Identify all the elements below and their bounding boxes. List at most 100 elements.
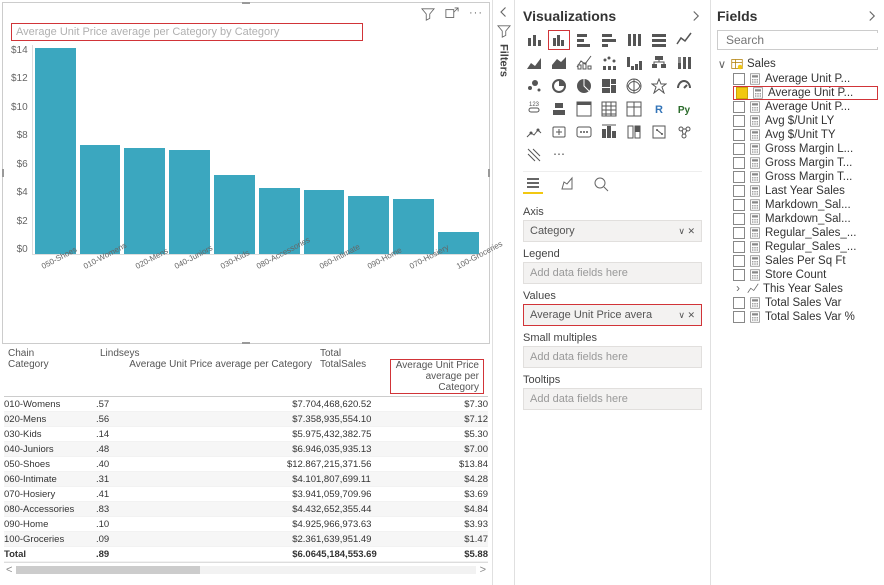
viz-type-4[interactable]: [623, 30, 645, 50]
small-multiples-well[interactable]: Add data fields here: [523, 346, 702, 368]
field-item[interactable]: Average Unit P...: [733, 72, 878, 86]
table-row: Total.89$6.0645,184,553.69$5.88: [4, 547, 488, 562]
checkbox[interactable]: [733, 227, 745, 239]
filters-pane-collapsed[interactable]: Filters: [492, 0, 514, 585]
checkbox[interactable]: [733, 143, 745, 155]
checkbox[interactable]: [733, 297, 745, 309]
viz-type-20[interactable]: [673, 76, 695, 96]
viz-type-34[interactable]: [673, 122, 695, 142]
field-item[interactable]: Regular_Sales_...: [733, 226, 878, 240]
viz-type-2[interactable]: [573, 30, 595, 50]
fields-tab[interactable]: [523, 174, 543, 194]
table-row: 030-Kids.14$5.975,432,382.75$5.30: [4, 427, 488, 442]
checkbox[interactable]: [733, 73, 745, 85]
viz-type-6[interactable]: [673, 30, 695, 50]
checkbox[interactable]: [733, 213, 745, 225]
axis-well[interactable]: Category∨ ✕: [523, 220, 702, 242]
viz-type-25[interactable]: [623, 99, 645, 119]
checkbox[interactable]: [733, 199, 745, 211]
viz-type-7[interactable]: [523, 53, 545, 73]
viz-type-9[interactable]: [573, 53, 595, 73]
viz-type-15[interactable]: [548, 76, 570, 96]
tooltips-well[interactable]: Add data fields here: [523, 388, 702, 410]
viz-type-11[interactable]: [623, 53, 645, 73]
bar[interactable]: [80, 145, 121, 254]
field-item[interactable]: Last Year Sales: [733, 184, 878, 198]
viz-type-18[interactable]: [623, 76, 645, 96]
field-item[interactable]: Total Sales Var %: [733, 310, 878, 324]
fields-pane: Fields ∨ Sales Average Unit P...Average …: [710, 0, 884, 585]
viz-type-26[interactable]: R: [648, 99, 670, 119]
field-item[interactable]: Avg $/Unit TY: [733, 128, 878, 142]
field-item[interactable]: Sales Per Sq Ft: [733, 254, 878, 268]
bar[interactable]: [304, 190, 345, 254]
viz-type-30[interactable]: [573, 122, 595, 142]
field-item[interactable]: Regular_Sales_...: [733, 240, 878, 254]
field-item[interactable]: Gross Margin T...: [733, 156, 878, 170]
checkbox[interactable]: [733, 157, 745, 169]
viz-type-27[interactable]: Py: [673, 99, 695, 119]
bar[interactable]: [214, 175, 255, 254]
chevron-right-icon[interactable]: [690, 10, 702, 22]
h-scrollbar[interactable]: <>: [4, 562, 488, 576]
checkbox[interactable]: [733, 171, 745, 183]
viz-type-8[interactable]: [548, 53, 570, 73]
more-icon[interactable]: ···: [469, 7, 483, 24]
checkbox[interactable]: [733, 185, 745, 197]
bar[interactable]: [124, 148, 165, 254]
bar[interactable]: [35, 48, 76, 254]
field-item[interactable]: Gross Margin L...: [733, 142, 878, 156]
checkbox[interactable]: [733, 269, 745, 281]
viz-type-5[interactable]: [648, 30, 670, 50]
search-input[interactable]: [726, 33, 881, 47]
viz-type-12[interactable]: [648, 53, 670, 73]
checkbox[interactable]: [733, 101, 745, 113]
viz-type-13[interactable]: [673, 53, 695, 73]
viz-type-33[interactable]: [648, 122, 670, 142]
viz-type-14[interactable]: [523, 76, 545, 96]
viz-type-31[interactable]: [598, 122, 620, 142]
field-item[interactable]: Average Unit P...: [733, 100, 878, 114]
checkbox[interactable]: [733, 311, 745, 323]
viz-type-1[interactable]: [548, 30, 570, 50]
field-item[interactable]: Total Sales Var: [733, 296, 878, 310]
field-item[interactable]: Store Count: [733, 268, 878, 282]
checkbox[interactable]: [733, 255, 745, 267]
field-this-year-sales[interactable]: › This Year Sales: [733, 282, 878, 296]
field-item[interactable]: Markdown_Sal...: [733, 198, 878, 212]
viz-type-29[interactable]: [548, 122, 570, 142]
field-item[interactable]: Average Unit P...: [733, 86, 878, 100]
viz-type-35[interactable]: [523, 145, 545, 165]
legend-well[interactable]: Add data fields here: [523, 262, 702, 284]
checkbox[interactable]: [733, 241, 745, 253]
field-item[interactable]: Avg $/Unit LY: [733, 114, 878, 128]
focus-icon[interactable]: [445, 7, 459, 24]
viz-type-0[interactable]: [523, 30, 545, 50]
viz-type-21[interactable]: 123: [523, 99, 545, 119]
checkbox[interactable]: [733, 129, 745, 141]
checkbox[interactable]: [733, 115, 745, 127]
viz-type-28[interactable]: [523, 122, 545, 142]
viz-type-3[interactable]: [598, 30, 620, 50]
viz-type-10[interactable]: [598, 53, 620, 73]
fields-search[interactable]: [717, 30, 878, 50]
checkbox[interactable]: [736, 87, 748, 99]
format-tab[interactable]: [557, 174, 577, 194]
chevron-right-icon[interactable]: [866, 10, 878, 22]
values-well[interactable]: Average Unit Price avera∨ ✕: [523, 304, 702, 326]
table-sales[interactable]: ∨ Sales: [717, 56, 878, 72]
viz-type-22[interactable]: [548, 99, 570, 119]
viz-type-17[interactable]: [598, 76, 620, 96]
bar[interactable]: [169, 150, 210, 255]
viz-type-16[interactable]: [573, 76, 595, 96]
chart-visual[interactable]: ··· Average Unit Price average per Categ…: [2, 2, 490, 344]
viz-type-23[interactable]: [573, 99, 595, 119]
viz-type-36[interactable]: ⋯: [548, 145, 570, 165]
filter-icon[interactable]: [421, 7, 435, 24]
analytics-tab[interactable]: [591, 174, 611, 194]
viz-type-19[interactable]: [648, 76, 670, 96]
viz-type-32[interactable]: [623, 122, 645, 142]
field-item[interactable]: Gross Margin T...: [733, 170, 878, 184]
field-item[interactable]: Markdown_Sal...: [733, 212, 878, 226]
viz-type-24[interactable]: [598, 99, 620, 119]
